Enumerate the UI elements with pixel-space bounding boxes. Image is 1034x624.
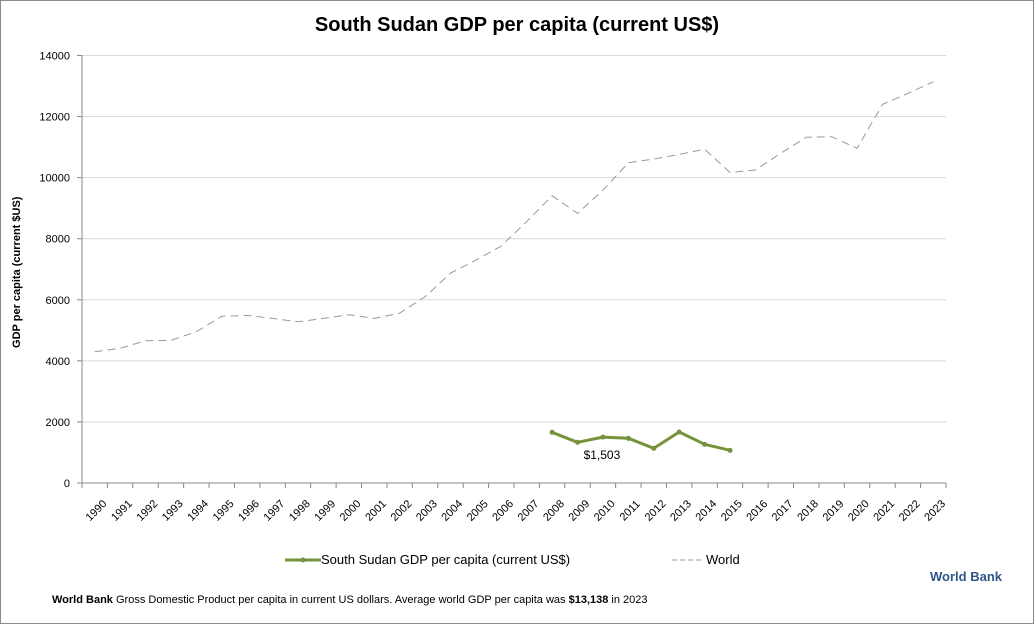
chart-title: South Sudan GDP per capita (current US$)	[314, 14, 720, 36]
footer-highlight: $13,138	[568, 594, 609, 606]
y-axis-label: GDP per capita (current $US)	[11, 196, 23, 348]
x-tick-label: 2018	[795, 498, 821, 524]
footer-source: World Bank	[52, 594, 113, 606]
x-tick-label: 1991	[109, 498, 135, 524]
x-tick-label: 2008	[541, 498, 567, 524]
x-tick-label: 2023	[922, 498, 948, 524]
data-point	[549, 429, 555, 435]
data-point	[727, 447, 733, 453]
x-tick-label: 2009	[567, 498, 593, 524]
x-tick-label: 2003	[414, 498, 440, 524]
y-tick-label: 2000	[46, 417, 70, 429]
x-tick-label: 2011	[618, 498, 643, 523]
footer-note: World Bank Gross Domestic Product per ca…	[52, 594, 648, 606]
x-tick-label: 2001	[363, 498, 389, 524]
x-tick-label: 1996	[236, 498, 262, 524]
data-point	[702, 441, 708, 447]
legend-label: South Sudan GDP per capita (current US$)	[321, 552, 571, 567]
legend-solid-line-icon	[285, 557, 321, 562]
x-tick-label: 2019	[821, 498, 847, 524]
x-tick-label: 1999	[312, 498, 338, 524]
x-tick-label: 2002	[389, 498, 415, 524]
x-tick-label: 1997	[262, 498, 288, 524]
data-point	[575, 439, 581, 445]
x-tick-label: 1993	[160, 498, 186, 524]
footer-suffix: in 2023	[608, 594, 648, 606]
data-point	[600, 434, 606, 440]
y-tick-label: 8000	[46, 234, 70, 246]
brand-label: World Bank	[930, 569, 1002, 584]
x-tick-label: 1992	[135, 498, 161, 524]
y-tick-label: 14000	[39, 51, 70, 63]
x-tick-label: 2017	[770, 498, 796, 524]
x-tick-label: 2015	[719, 498, 745, 524]
x-tick-label: 2007	[516, 498, 542, 524]
x-tick-label: 1990	[84, 498, 110, 524]
y-tick-label: 10000	[39, 173, 70, 185]
y-tick-label: 12000	[39, 112, 70, 124]
x-tick-label: 2013	[668, 498, 694, 524]
series-line-south-sudan	[551, 430, 731, 452]
x-tick-label: 2005	[465, 498, 491, 524]
legend-item-world: World	[672, 552, 740, 567]
x-tick-label: 2000	[338, 498, 364, 524]
y-tick-label: 4000	[46, 356, 70, 368]
x-tick-label: 2020	[846, 498, 872, 524]
legend-label: World	[706, 552, 740, 567]
legend-item-south-sudan: South Sudan GDP per capita (current US$)	[285, 552, 570, 567]
y-tick-label: 0	[64, 478, 70, 490]
x-tick-label: 2006	[490, 498, 516, 524]
x-tick-label: 2022	[897, 498, 923, 524]
data-label: $1,503	[584, 448, 621, 462]
x-tick-label: 1995	[211, 498, 237, 524]
x-tick-label: 1994	[185, 498, 211, 524]
x-tick-label: 2012	[643, 498, 669, 524]
x-tick-label: 2010	[592, 498, 618, 524]
legend-dashed-line-icon	[672, 559, 704, 560]
data-point	[651, 445, 657, 451]
x-tick-label: 2004	[439, 498, 465, 524]
x-tick-label: 2021	[871, 498, 897, 524]
y-tick-label: 6000	[46, 295, 70, 307]
data-point	[676, 429, 682, 435]
footer-text: Gross Domestic Product per capita in cur…	[112, 594, 569, 606]
series-line-world	[94, 81, 934, 353]
data-point	[625, 435, 631, 441]
x-tick-label: 2014	[694, 498, 720, 524]
x-tick-label: 2016	[744, 498, 770, 524]
x-tick-label: 1998	[287, 498, 313, 524]
